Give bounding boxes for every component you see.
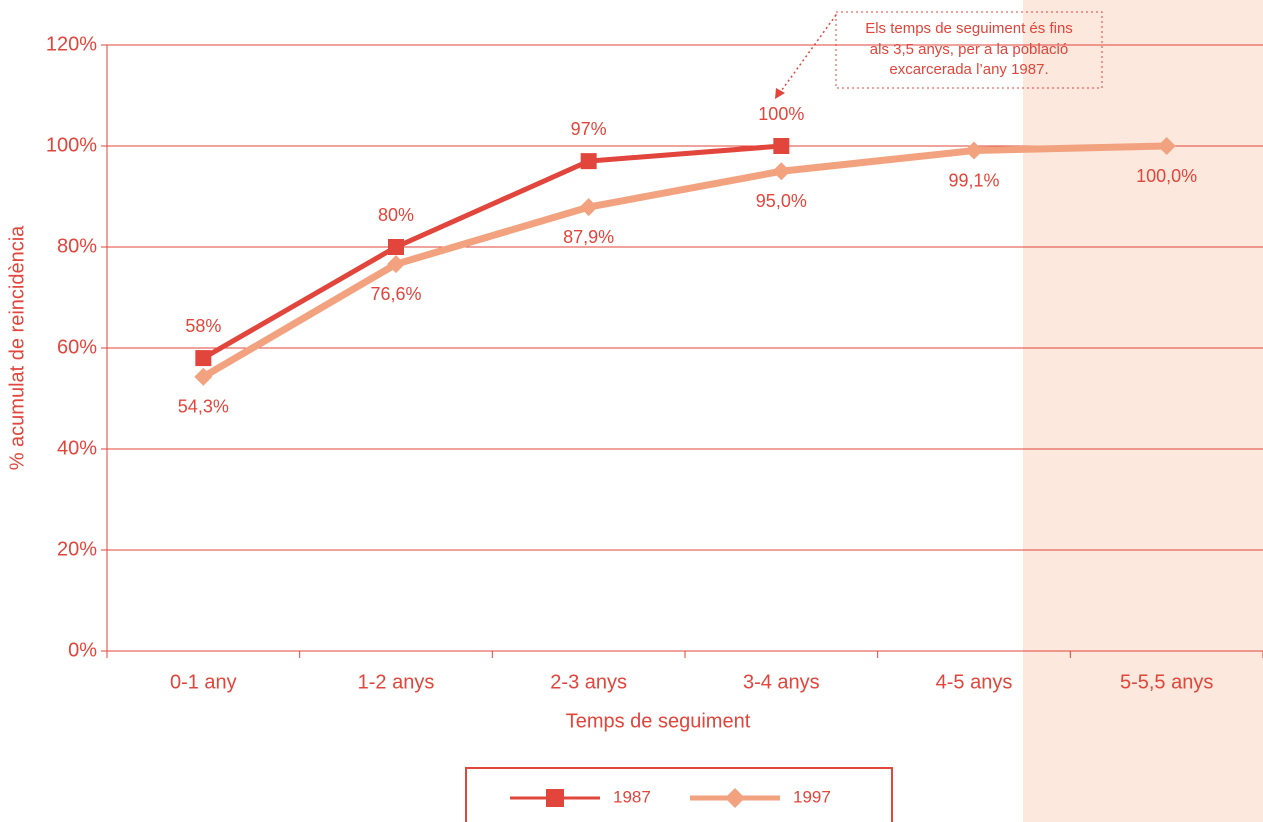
series-line [202,143,782,361]
y-tick-label: 40% [57,437,97,459]
legend-label: 1987 [613,787,651,806]
y-tick-label: 100% [46,134,97,156]
value-label: 58% [185,316,221,336]
x-tick-label: 4-5 anys [936,671,1013,693]
value-label: 97% [571,119,607,139]
marker [772,162,791,181]
value-label: 80% [378,205,414,225]
annotation-line: als 3,5 anys, per a la població [870,41,1068,58]
x-tick-label: 5-5,5 anys [1120,671,1213,693]
y-axis-title: % acumulat de reincidència [6,225,28,470]
marker [580,153,597,170]
x-tick-label: 3-4 anys [743,671,820,693]
x-tick-label: 1-2 anys [358,671,435,693]
x-axis-title: Temps de seguiment [566,710,751,732]
value-label: 100% [758,104,804,124]
value-label: 100,0% [1136,166,1197,186]
value-label: 76,6% [370,284,421,304]
marker [387,255,405,274]
marker [773,138,790,154]
marker [194,367,213,386]
value-label: 99,1% [948,170,999,190]
marker [195,350,212,367]
y-tick-label: 80% [57,235,97,257]
legend [465,767,893,822]
marker [965,141,983,160]
marker [388,239,404,255]
marker [1157,137,1176,155]
y-tick-label: 60% [57,336,97,358]
y-tick-label: 120% [46,33,97,55]
value-label: 95,0% [756,191,807,211]
annotation-box [835,11,1103,89]
legend-label: 1997 [793,787,831,806]
annotation-line: Els temps de seguiment és fins [865,20,1073,37]
x-tick-label: 2-3 anys [550,671,627,693]
value-label: 54,3% [178,397,229,417]
value-label: 87,9% [563,227,614,247]
x-tick-label: 0-1 any [170,671,237,693]
y-tick-label: 0% [68,639,97,661]
annotation-arrow [778,14,837,95]
y-tick-label: 20% [57,538,97,560]
annotation-arrowhead [775,88,785,99]
marker [725,788,745,808]
series-line [201,142,1167,380]
shaded-region [1023,0,1263,822]
marker [579,198,598,217]
annotation-line: excarcerada l’any 1987. [889,61,1048,78]
marker [546,789,564,807]
